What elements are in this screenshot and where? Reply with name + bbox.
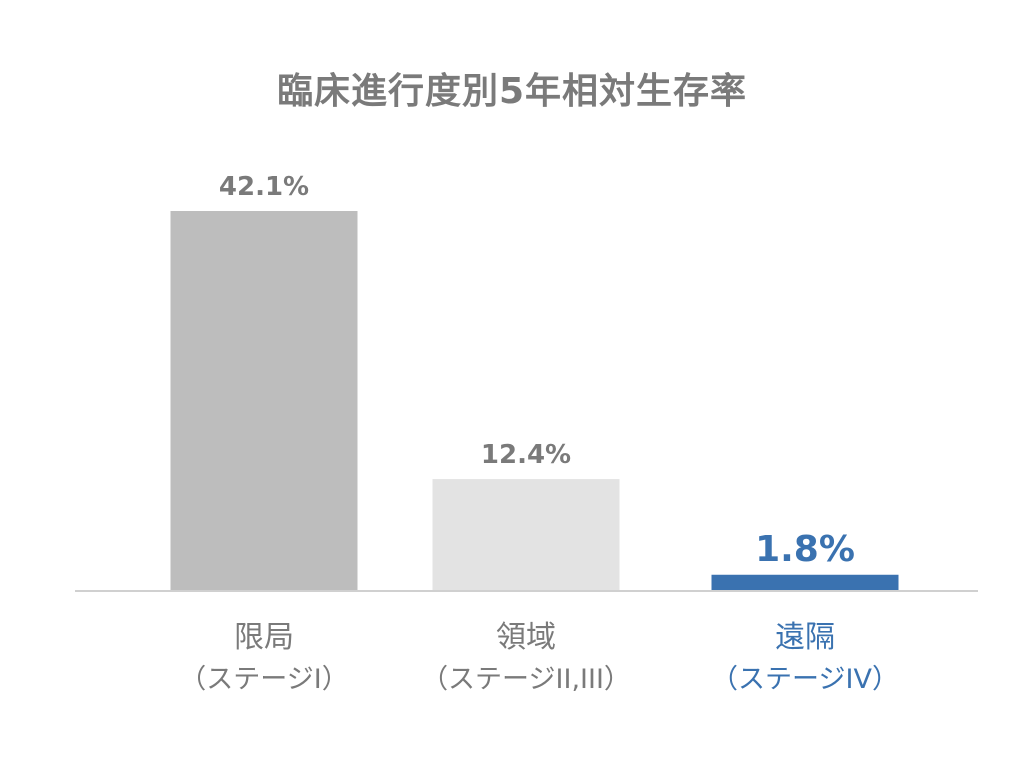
category-label-1: 限局 [234, 620, 294, 655]
category-label-3: 遠隔 [775, 620, 835, 655]
stage-label-3: （ステージIV） [711, 664, 899, 695]
bar-3 [711, 574, 899, 591]
value-label-2: 12.4% [481, 440, 571, 470]
bar-1 [170, 211, 358, 591]
value-label-1: 42.1% [219, 172, 309, 202]
category-label-2: 領域 [496, 620, 556, 655]
stage-label-2: （ステージII,III） [421, 664, 631, 695]
bar-2 [432, 479, 620, 591]
chart-title: 臨床進行度別5年相対生存率 [276, 71, 748, 112]
value-label-3: 1.8% [755, 529, 855, 570]
stage-label-1: （ステージI） [179, 664, 348, 695]
